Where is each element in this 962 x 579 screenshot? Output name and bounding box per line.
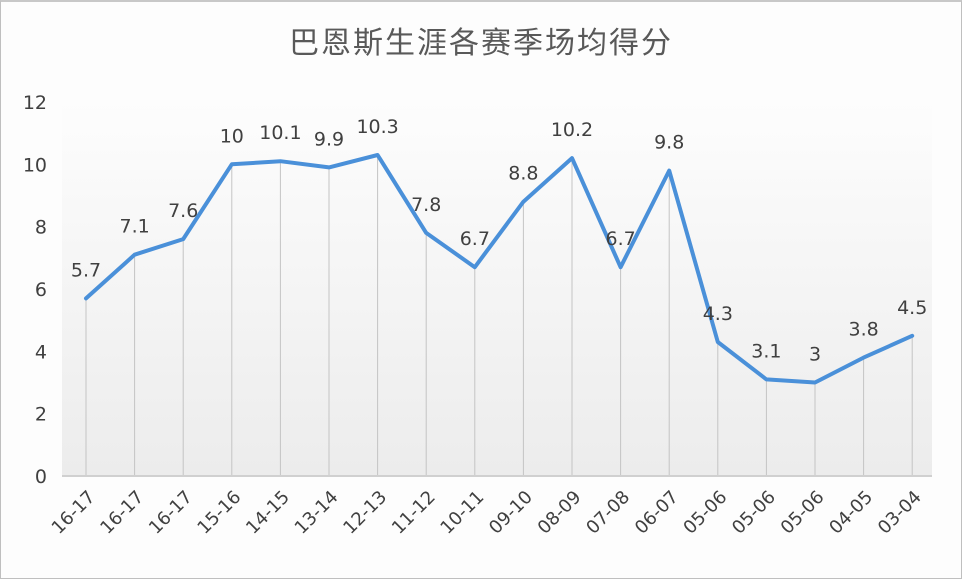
x-tick-label: 12-13: [339, 487, 391, 539]
plot-area: [62, 100, 932, 476]
data-label: 5.7: [71, 259, 101, 281]
data-label: 10.2: [551, 119, 593, 141]
data-label: 6.7: [605, 228, 635, 250]
x-tick-label: 14-15: [242, 487, 294, 539]
data-label: 7.1: [119, 216, 149, 238]
x-tick-label: 09-10: [485, 487, 537, 539]
y-tick-label: 2: [35, 404, 47, 426]
x-tick-label: 05-06: [728, 487, 780, 539]
y-tick-label: 10: [23, 154, 47, 176]
x-tick-label: 04-05: [825, 487, 877, 539]
x-axis: 16-1716-1716-1715-1614-1513-1412-1311-12…: [48, 487, 926, 539]
y-tick-label: 4: [35, 341, 47, 363]
data-label: 9.9: [314, 128, 344, 150]
data-label: 3: [809, 344, 821, 366]
x-tick-label: 06-07: [631, 487, 683, 539]
series-line: [84, 153, 915, 385]
x-tick-label: 08-09: [534, 487, 586, 539]
data-label: 3.8: [848, 319, 878, 341]
x-tick-label: 05-06: [777, 487, 829, 539]
data-label: 6.7: [460, 228, 490, 250]
data-label: 3.1: [751, 340, 781, 362]
chart-title: 巴恩斯生涯各赛季场均得分: [289, 26, 673, 61]
y-tick-label: 0: [35, 466, 47, 488]
x-tick-label: 05-06: [679, 487, 731, 539]
y-tick-label: 12: [23, 92, 47, 114]
x-tick-label: 07-08: [582, 487, 634, 539]
data-label: 8.8: [508, 163, 538, 185]
y-axis: 0 2 4 6 8 10 12: [23, 92, 47, 488]
x-tick-label: 13-14: [291, 487, 343, 539]
x-tick-label: 10-11: [436, 487, 488, 539]
data-label: 10: [220, 125, 244, 147]
y-tick-label: 8: [35, 217, 47, 239]
data-label: 7.8: [411, 194, 441, 216]
x-tick-label: 16-17: [48, 487, 100, 539]
drop-lines: [85, 154, 913, 476]
data-label: 4.5: [897, 297, 927, 319]
data-label: 7.6: [168, 200, 198, 222]
data-labels: 5.7 7.1 7.6 10 10.1 9.9 10.3 7.8 6.7 8.8 10.2 6.7 9.…: [71, 116, 927, 366]
data-label: 4.3: [703, 303, 733, 325]
data-label: 10.3: [356, 116, 398, 138]
x-tick-label: 03-04: [874, 487, 926, 539]
data-label: 9.8: [654, 132, 684, 154]
x-tick-label: 11-12: [388, 487, 440, 539]
x-tick-label: 16-17: [145, 487, 197, 539]
data-label: 10.1: [259, 122, 301, 144]
y-tick-label: 6: [35, 279, 47, 301]
x-tick-label: 16-17: [96, 487, 148, 539]
x-tick-label: 15-16: [193, 487, 245, 539]
